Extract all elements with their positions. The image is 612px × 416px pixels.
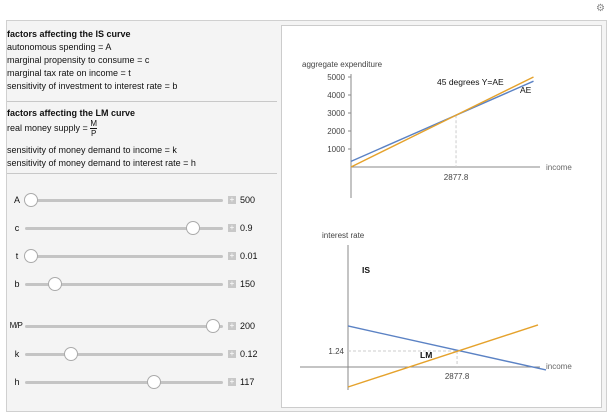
slider-label: M/P	[9, 321, 23, 330]
slider-track[interactable]	[25, 319, 223, 333]
y-tick-label: 3000	[327, 109, 345, 118]
slider-thumb[interactable]	[206, 319, 221, 333]
slider-row-A: A +500	[7, 192, 277, 208]
slider-value: 200	[240, 321, 256, 331]
is-line: marginal propensity to consume = c	[7, 55, 150, 65]
slider-value: 0.01	[240, 251, 258, 261]
expand-plus-icon[interactable]: +	[228, 279, 236, 288]
label-45-degrees: 45 degrees Y=AE	[437, 77, 504, 87]
divider	[7, 173, 277, 174]
denominator: P	[90, 129, 97, 138]
settings-gear-icon[interactable]: ⚙	[596, 3, 605, 14]
slider-value: 500	[240, 195, 256, 205]
bottom-y-axis-label: interest rate	[322, 231, 365, 240]
expand-plus-icon[interactable]: +	[228, 377, 236, 386]
is-curve	[347, 325, 547, 371]
lm-line: sensitivity of money demand to interest …	[7, 158, 196, 168]
expand-plus-icon[interactable]: +	[228, 321, 236, 330]
slider-row-b: b +150	[7, 276, 277, 292]
eq-rate-label: 1.24	[328, 347, 344, 356]
slider-row-t: t +0.01	[7, 248, 277, 264]
y-tick-label: 5000	[327, 73, 345, 82]
is-line: marginal tax rate on income = t	[7, 68, 131, 78]
slider-row-k: k +0.12	[7, 346, 277, 362]
bottom-x-axis-label: income	[546, 362, 572, 371]
divider	[7, 101, 277, 102]
charts: aggregate expenditure income 5000 4000 3000 2…	[300, 60, 572, 390]
slider-label: k	[14, 349, 20, 359]
slider-thumb[interactable]	[63, 347, 78, 361]
slider-track[interactable]	[23, 193, 223, 207]
slider-thumb[interactable]	[23, 249, 38, 263]
slider-value: 117	[240, 377, 255, 387]
expand-plus-icon[interactable]: +	[228, 223, 236, 232]
label-is: IS	[362, 265, 370, 275]
slider-value: 0.12	[240, 349, 258, 359]
slider-row-mp: M/P +200	[7, 318, 277, 334]
money-prefix: real money supply =	[7, 122, 88, 133]
eq-income-label: 2877.8	[444, 173, 469, 182]
slider-track[interactable]	[25, 277, 223, 291]
slider-label: b	[14, 279, 20, 289]
manipulate-panel: factors affecting the IS curve autonomou…	[6, 20, 607, 412]
y-tick-label: 4000	[327, 91, 345, 100]
is-line: sensitivity of investment to interest ra…	[7, 81, 178, 91]
slider-track[interactable]	[25, 347, 223, 361]
y-tick-label: 1000	[327, 145, 345, 154]
expand-plus-icon[interactable]: +	[228, 195, 236, 204]
slider-label: A	[13, 195, 20, 205]
slider-thumb[interactable]	[23, 193, 38, 207]
slider-value: 0.9	[240, 223, 253, 233]
slider-row-c: c +0.9	[7, 220, 277, 236]
slider-row-h: h +117	[7, 374, 277, 390]
top-y-axis-label: aggregate expenditure	[302, 60, 383, 69]
is-line: autonomous spending = A	[7, 42, 112, 52]
top-x-axis-label: income	[546, 163, 572, 172]
y-tick-label: 2000	[327, 127, 345, 136]
slider-label: c	[14, 223, 20, 233]
label-lm: LM	[420, 350, 432, 360]
plot-area: aggregate expenditure income 5000 4000 3000 2…	[281, 25, 602, 408]
lm-line: sensitivity of money demand to income = …	[7, 145, 177, 155]
slider-label: h	[14, 377, 20, 387]
expand-plus-icon[interactable]: +	[228, 349, 236, 358]
slider-track[interactable]	[23, 249, 223, 263]
slider-value: 150	[240, 279, 256, 289]
slider-thumb[interactable]	[146, 375, 161, 389]
slider-label: t	[15, 251, 19, 261]
slider-thumb[interactable]	[47, 277, 62, 291]
lm-curve	[347, 324, 539, 388]
slider-track[interactable]	[25, 375, 223, 389]
label-ae: AE	[520, 85, 532, 95]
expand-plus-icon[interactable]: +	[228, 251, 236, 260]
numerator: M	[90, 119, 97, 129]
lm-section-title: factors affecting the LM curve	[7, 108, 136, 118]
eq-income-label: 2877.8	[445, 372, 470, 381]
slider-track[interactable]	[25, 221, 223, 235]
slider-thumb[interactable]	[186, 221, 201, 235]
is-section-title: factors affecting the IS curve	[7, 29, 131, 39]
line-45-degrees	[350, 76, 534, 168]
